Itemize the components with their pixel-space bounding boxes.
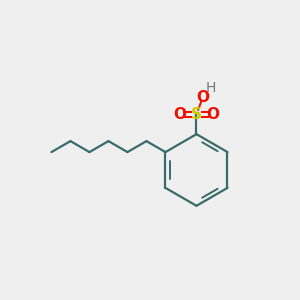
Text: O: O xyxy=(173,107,186,122)
Text: O: O xyxy=(196,90,209,105)
Text: S: S xyxy=(191,107,202,122)
Text: H: H xyxy=(206,81,216,95)
Text: O: O xyxy=(207,107,220,122)
